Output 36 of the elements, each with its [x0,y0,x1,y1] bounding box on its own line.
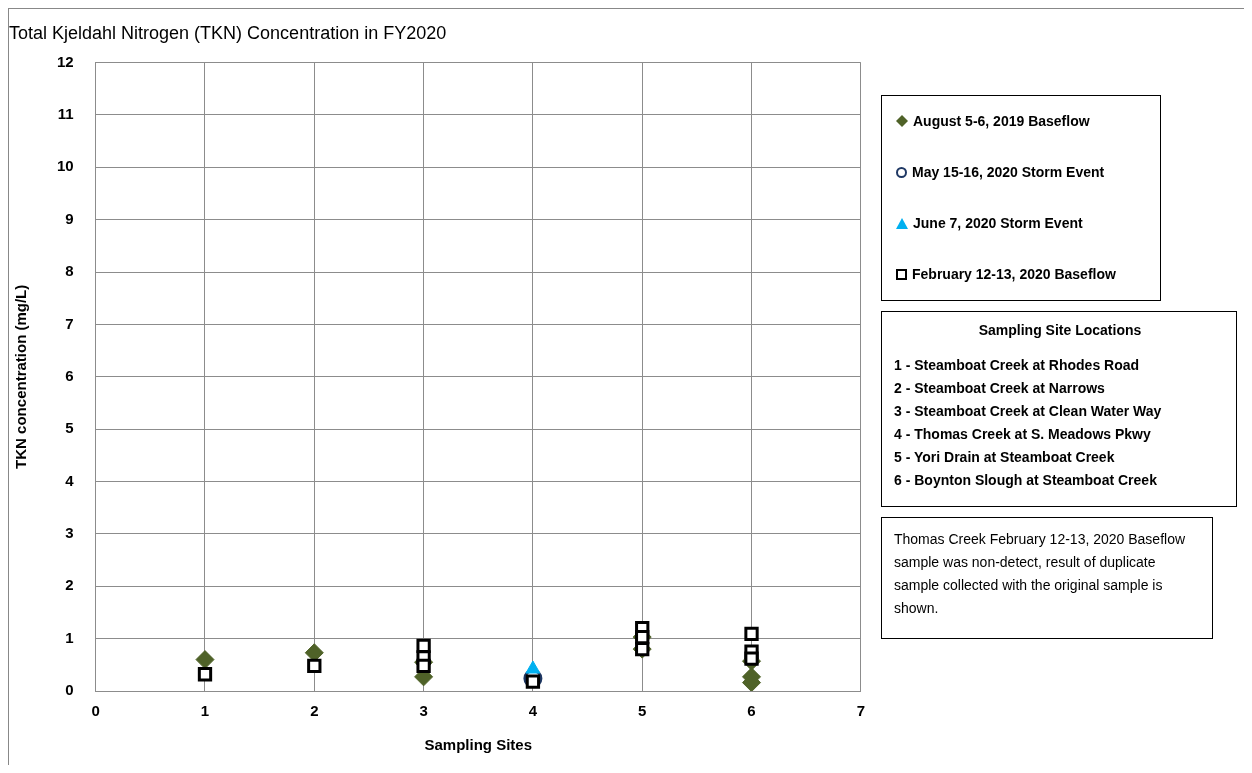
y-tick-label: 6 [65,366,74,384]
x-tick-label: 7 [856,702,865,720]
x-axis-title: Sampling Sites [424,736,533,754]
x-tick-label: 4 [528,702,538,720]
chart-title: Total Kjeldahl Nitrogen (TKN) Concentration in FY2020 [9,22,447,43]
legend-label: February 12-13, 2020 Baseflow [912,266,1116,282]
legend-label: May 15-16, 2020 Storm Event [912,164,1105,180]
y-tick-label: 7 [65,314,74,332]
text: 1 - Steamboat Creek at Rhodes Road [894,356,1141,375]
y-tick-label: 2 [65,576,74,594]
y-tick-label: 0 [65,681,74,699]
text: 5 - Yori Drain at Steamboat Creek [894,448,1116,467]
y-tick-label: 12 [57,52,74,70]
text: 6 - Boynton Slough at Steamboat Creek [894,471,1158,490]
y-tick-label: 10 [57,157,74,175]
text: 2 - Steamboat Creek at Narrows [894,379,1106,398]
y-tick-label: 5 [65,419,74,437]
text: Thomas Creek February 12-13, 2020 Baseflow sample was non-detect, result of duplicate sample collected with the original sample is shown. [881,517,1213,639]
legend-label: June 7, 2020 Storm Event [913,215,1083,231]
legend-label: August 5-6, 2019 Baseflow [913,113,1090,129]
x-tick-label: 0 [91,702,100,720]
y-tick-label: 8 [65,262,74,280]
x-tick-label: 6 [747,702,756,720]
text: 4 - Thomas Creek at S. Meadows Pkwy [894,425,1152,444]
y-tick-label: 4 [65,471,75,489]
x-tick-label: 2 [310,702,319,720]
y-tick-label: 9 [65,209,74,227]
y-tick-label: 3 [65,524,74,542]
x-tick-label: 1 [200,702,210,720]
x-tick-label: 5 [638,702,647,720]
y-axis-title: TKN concentration (mg/L) [12,284,30,469]
x-tick-label: 3 [419,702,428,720]
text: 3 - Steamboat Creek at Clean Water Way [894,402,1163,421]
y-tick-label: 11 [57,105,74,123]
y-tick-label: 1 [65,628,74,646]
text: Sampling Site Locations [977,322,1143,338]
